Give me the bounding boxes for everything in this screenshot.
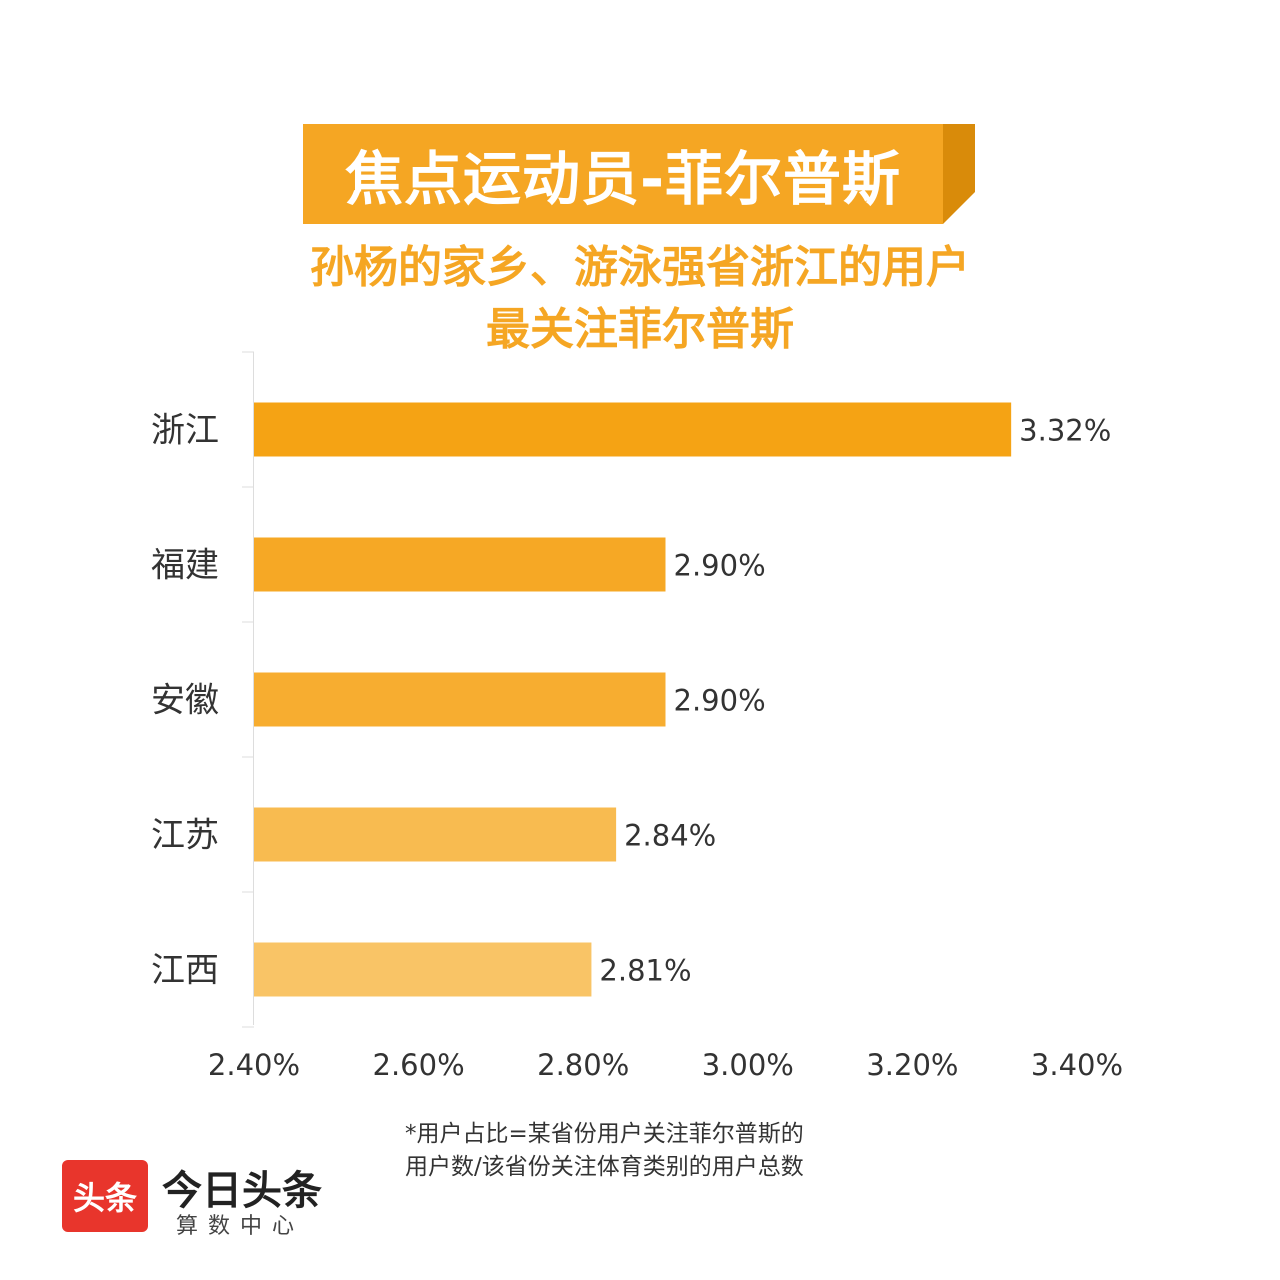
category-label: 江苏: [151, 816, 219, 856]
category-label: 福建: [151, 546, 219, 586]
x-tick-label: 2.80%: [537, 1048, 629, 1082]
bar: [254, 402, 1012, 457]
subtitle-line-1: 孙杨的家乡、游泳强省浙江的用户: [310, 242, 970, 293]
value-label: 3.32%: [1019, 414, 1111, 448]
toutiao-logo-badge: 头条: [62, 1160, 148, 1232]
category-label: 江西: [151, 951, 219, 991]
footnote-line-2: 用户数/该省份关注体育类别的用户总数: [405, 1154, 804, 1180]
category-label: 安徽: [151, 681, 219, 721]
value-label: 2.90%: [674, 549, 766, 583]
category-label: 浙江: [151, 411, 219, 451]
logo-subtitle: 算数中心: [176, 1214, 305, 1239]
x-tick-label: 3.00%: [702, 1048, 794, 1082]
x-tick-label: 2.40%: [208, 1048, 300, 1082]
logo-name: 今日头条: [162, 1168, 322, 1214]
footnote-line-1: *用户占比=某省份用户关注菲尔普斯的: [405, 1121, 804, 1147]
x-tick-label: 3.40%: [1031, 1048, 1123, 1082]
banner-shape: [303, 124, 975, 224]
banner-title: 焦点运动员-菲尔普斯: [344, 145, 902, 213]
title-banner: 焦点运动员-菲尔普斯: [303, 124, 975, 224]
subtitle-line-2: 最关注菲尔普斯: [486, 304, 794, 355]
bar: [254, 672, 666, 727]
value-label: 2.84%: [624, 819, 716, 853]
bar-chart: 浙江 3.32% 福建 2.90% 安徽 2.90% 江苏 2.84% 江西 2.81% 2.40%…: [151, 351, 1123, 1082]
x-tick-label: 2.60%: [373, 1048, 465, 1082]
bar: [254, 537, 666, 592]
bar: [254, 807, 617, 862]
bar: [254, 942, 592, 997]
value-label: 2.81%: [599, 954, 691, 988]
x-tick-label: 3.20%: [866, 1048, 958, 1082]
footnote: *用户占比=某省份用户关注菲尔普斯的 用户数/该省份关注体育类别的用户总数: [405, 1118, 804, 1184]
value-label: 2.90%: [674, 684, 766, 718]
